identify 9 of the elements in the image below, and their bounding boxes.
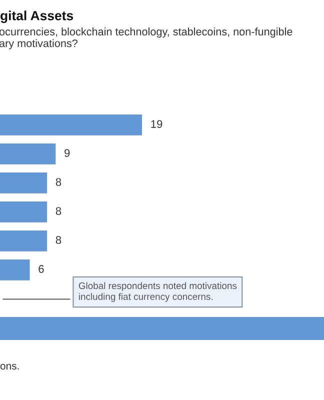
chart-title: gital Assets bbox=[0, 10, 74, 23]
data-label: 8 bbox=[56, 236, 62, 244]
data-label: 9 bbox=[64, 149, 70, 157]
data-label: 8 bbox=[56, 207, 62, 215]
data-label: 19 bbox=[151, 120, 162, 128]
data-label: 8 bbox=[56, 178, 62, 186]
data-label: 6 bbox=[38, 265, 44, 273]
annotation: Global respondents noted motivations including fiat currency concerns. bbox=[78, 282, 237, 302]
text: ons. bbox=[0, 364, 19, 370]
